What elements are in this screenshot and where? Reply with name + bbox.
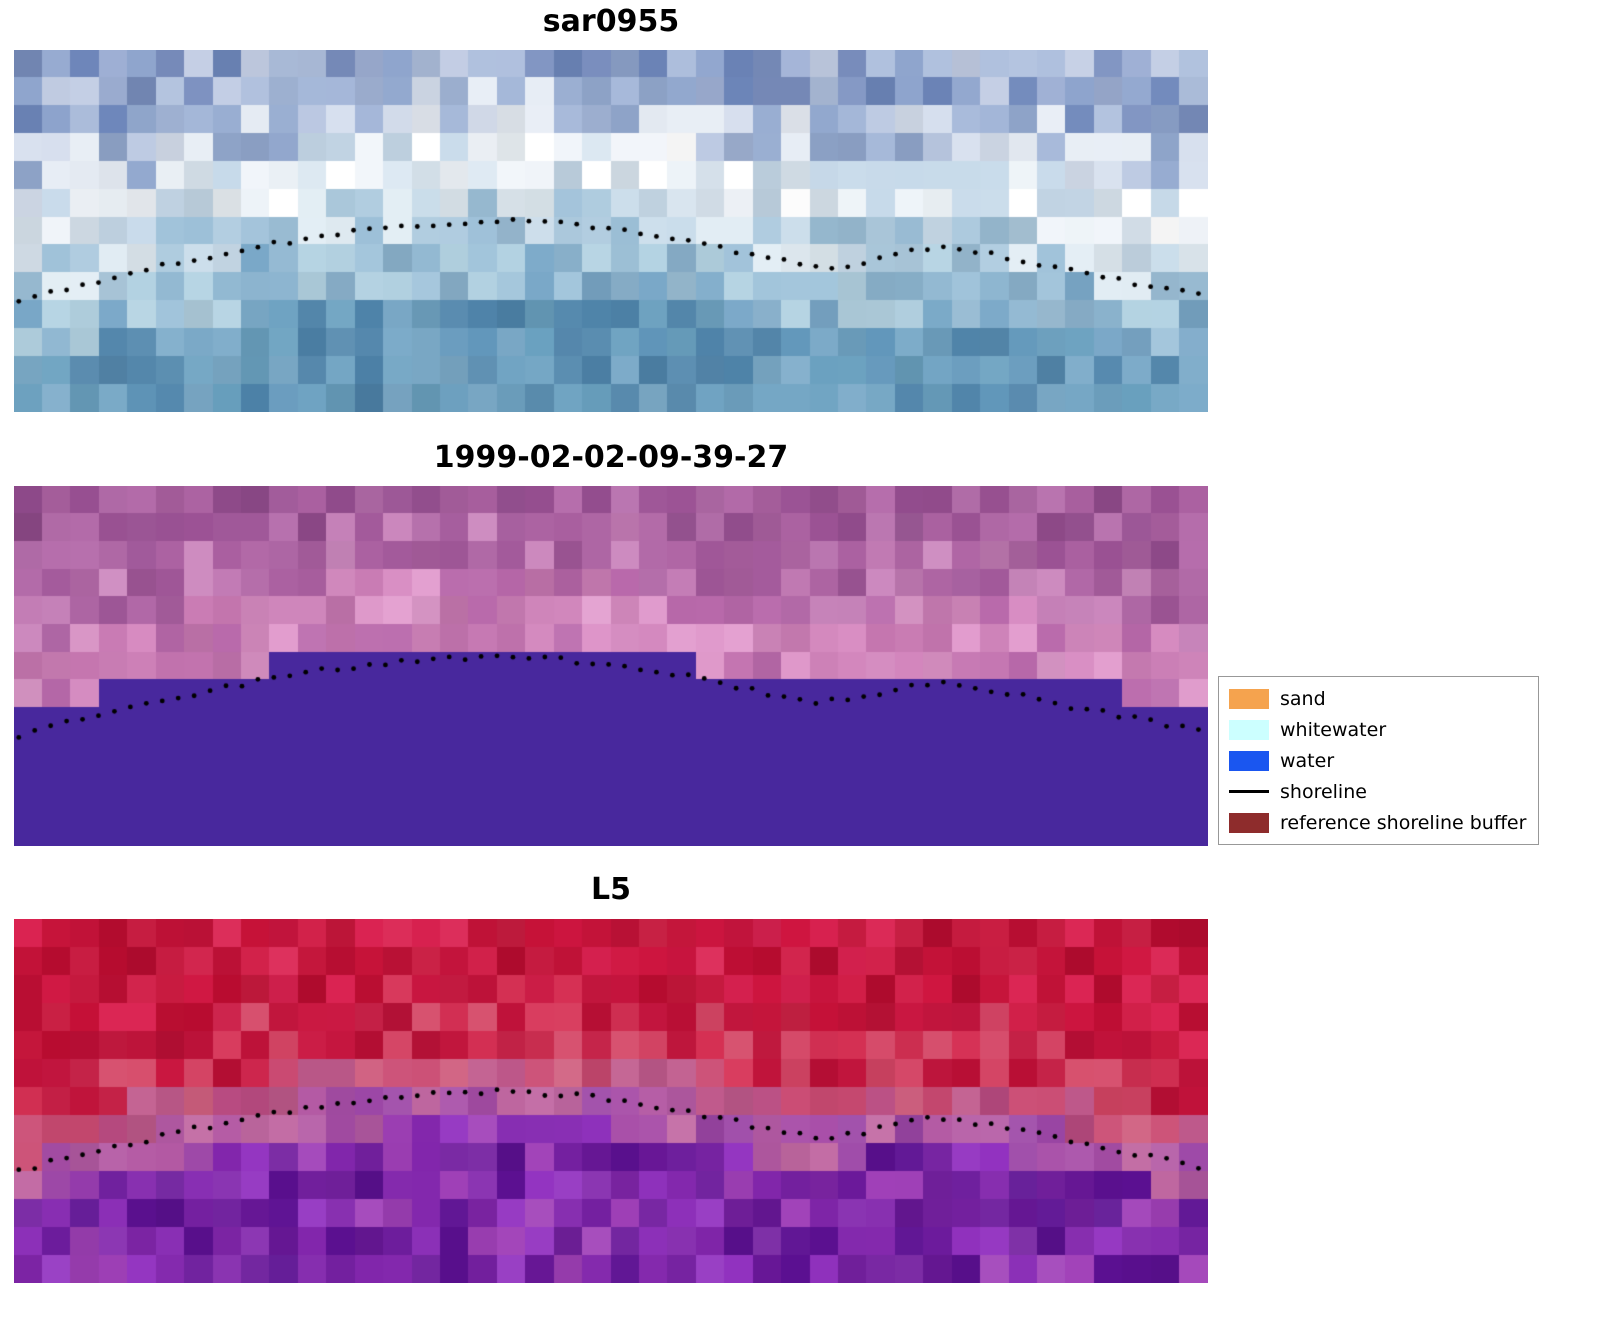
- reference-buffer-swatch-icon: [1229, 812, 1269, 833]
- legend-label-whitewater: whitewater: [1280, 718, 1387, 741]
- panel-title-l5: L5: [591, 872, 631, 907]
- legend-label-sand: sand: [1280, 687, 1326, 710]
- shoreline-line-icon: [1229, 790, 1269, 793]
- legend-label-shoreline: shoreline: [1280, 780, 1367, 803]
- sand-swatch-icon: [1229, 688, 1269, 709]
- legend-item-whitewater: whitewater: [1229, 716, 1526, 743]
- sar-image-panel: [14, 50, 1208, 412]
- legend-label-water: water: [1280, 749, 1335, 772]
- whitewater-swatch-icon: [1229, 719, 1269, 740]
- legend-item-sand: sand: [1229, 685, 1526, 712]
- l5-image-panel: [14, 919, 1208, 1283]
- panel-title-sar: sar0955: [542, 4, 680, 39]
- water-swatch-icon: [1229, 750, 1269, 771]
- legend-item-reference-buffer: reference shoreline buffer: [1229, 809, 1526, 836]
- panel-title-date: 1999-02-02-09-39-27: [433, 440, 789, 475]
- legend-label-reference-buffer: reference shoreline buffer: [1280, 811, 1527, 834]
- legend-item-water: water: [1229, 747, 1526, 774]
- legend: sand whitewater water shoreline referenc…: [1218, 676, 1540, 845]
- legend-item-shoreline: shoreline: [1229, 778, 1526, 805]
- classified-image-panel: [14, 486, 1208, 846]
